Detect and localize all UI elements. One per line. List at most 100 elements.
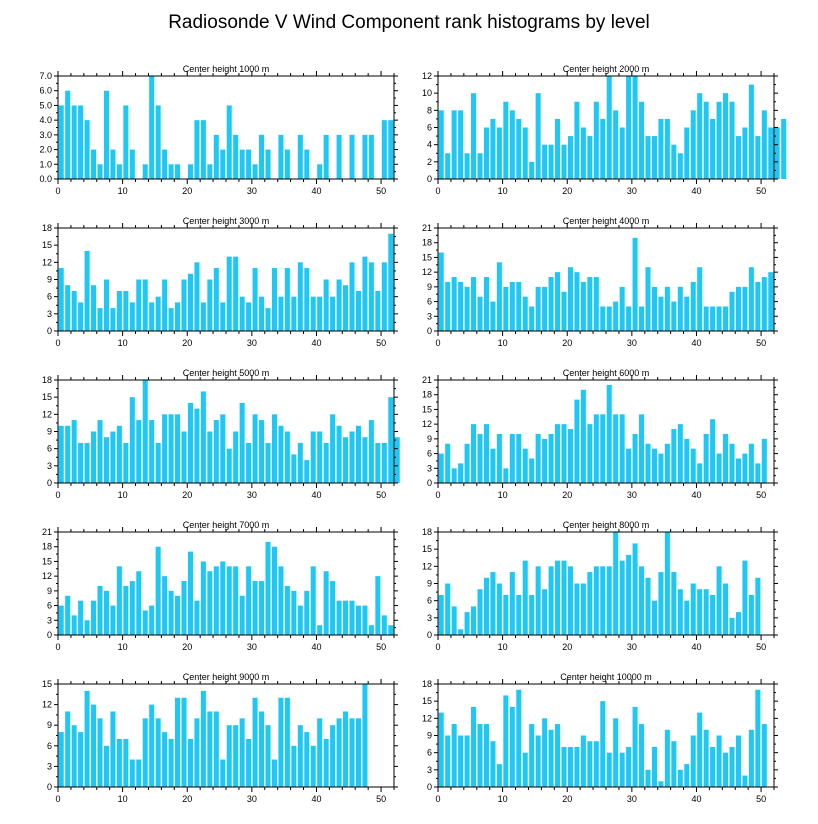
- histogram-bar: [516, 281, 522, 331]
- y-tick-label: 15: [42, 392, 52, 402]
- histogram-bar: [336, 718, 342, 787]
- histogram-bar: [567, 429, 573, 483]
- histogram-bar: [58, 105, 64, 179]
- histogram-bar: [84, 620, 90, 635]
- histogram-bar: [451, 606, 457, 635]
- histogram-bar: [368, 262, 374, 331]
- histogram-bar: [561, 291, 567, 331]
- histogram-bar: [658, 453, 664, 483]
- histogram-bar: [516, 689, 522, 787]
- histogram-bar: [645, 577, 651, 635]
- y-tick-label: 2: [427, 157, 432, 167]
- histogram-bar: [606, 384, 612, 483]
- histogram-bar: [291, 454, 297, 483]
- histogram-bar: [194, 718, 200, 787]
- histogram-bar: [368, 134, 374, 179]
- histogram-bar: [639, 724, 645, 787]
- histogram-bar: [677, 589, 683, 635]
- histogram-bar: [477, 433, 483, 483]
- histogram-bar: [284, 697, 290, 787]
- histogram-bar: [84, 442, 90, 483]
- histogram-bar: [477, 724, 483, 787]
- histogram-bar: [716, 453, 722, 483]
- histogram-bar: [278, 425, 284, 483]
- histogram-bar: [496, 262, 502, 331]
- x-tick-label: 10: [118, 642, 128, 652]
- x-tick-label: 0: [55, 642, 60, 652]
- x-tick-label: 50: [376, 642, 386, 652]
- histogram-panel: Center height 9000 m 0 3 6 9 12 15 0 10 20 30 40 50: [42, 672, 398, 804]
- histogram-bar: [490, 572, 496, 635]
- histogram-bar: [723, 433, 729, 483]
- histogram-bar: [233, 566, 239, 635]
- histogram-bar: [317, 625, 323, 635]
- histogram-bar: [155, 296, 161, 331]
- x-tick-label: 20: [182, 490, 192, 500]
- histogram-bar: [116, 566, 122, 635]
- histogram-bar: [304, 590, 310, 635]
- histogram-bar: [65, 711, 71, 787]
- y-tick-label: 0: [47, 782, 52, 792]
- histogram-bar: [451, 468, 457, 483]
- histogram-bar: [742, 127, 748, 179]
- histogram-bar: [323, 279, 329, 331]
- x-tick-label: 50: [756, 490, 766, 500]
- x-tick-label: 20: [562, 490, 572, 500]
- histogram-bar: [755, 463, 761, 483]
- histogram-bar: [91, 704, 97, 787]
- histogram-bar: [509, 433, 515, 483]
- histogram-bar: [574, 101, 580, 179]
- histogram-bar: [593, 101, 599, 179]
- x-tick-label: 40: [311, 490, 321, 500]
- histogram-bar: [343, 285, 349, 331]
- histogram-bar: [445, 281, 451, 331]
- histogram-panel: Center height 4000 m 0 3 6 9 12 15 18 21 0 10 20 30 4…: [422, 216, 778, 348]
- histogram-bar: [200, 120, 206, 179]
- histogram-bar: [496, 127, 502, 179]
- y-tick-label: 3: [47, 615, 52, 625]
- histogram-bar: [690, 110, 696, 179]
- figure-title: Radiosonde V Wind Component rank histogr…: [168, 12, 650, 33]
- y-tick-label: 6: [47, 292, 52, 302]
- histogram-bar: [239, 149, 245, 179]
- histogram-bar: [239, 296, 245, 331]
- histogram-bar: [626, 306, 632, 331]
- histogram-bar: [297, 442, 303, 483]
- histogram-bar: [265, 541, 271, 635]
- histogram-bar: [181, 581, 187, 635]
- histogram-bar: [658, 572, 664, 635]
- histogram-bar: [349, 134, 355, 179]
- panel-title: Center height 5000 m: [183, 368, 270, 378]
- y-tick-label: 10: [422, 88, 432, 98]
- histogram-bar: [619, 127, 625, 179]
- histogram-bar: [516, 433, 522, 483]
- histogram-bar: [471, 606, 477, 635]
- panel-title: Center height 1000 m: [183, 64, 270, 74]
- y-tick-label: 4: [427, 140, 432, 150]
- histogram-bar: [291, 745, 297, 787]
- x-tick-label: 30: [627, 490, 637, 500]
- histogram-bar: [355, 718, 361, 787]
- histogram-panel: Center height 3000 m 0 3 6 9 12 15 18 0 10 20 30 40 5…: [42, 216, 398, 348]
- histogram-bar: [535, 93, 541, 179]
- y-tick-label: 2.0: [39, 145, 52, 155]
- histogram-bar: [697, 93, 703, 179]
- histogram-bar: [123, 738, 129, 787]
- histogram-bar: [116, 738, 122, 787]
- histogram-bar: [207, 431, 213, 483]
- histogram-bar: [149, 76, 155, 179]
- histogram-bar: [483, 724, 489, 787]
- y-tick-label: 21: [42, 527, 52, 537]
- histogram-bar: [207, 571, 213, 635]
- histogram-bar: [697, 589, 703, 635]
- histogram-bar: [175, 164, 181, 179]
- histogram-bar: [735, 286, 741, 331]
- histogram-bar: [355, 290, 361, 331]
- histogram-bar: [343, 711, 349, 787]
- histogram-bar: [613, 414, 619, 483]
- histogram-bar: [542, 718, 548, 787]
- histogram-bar: [149, 605, 155, 635]
- x-tick-label: 40: [311, 186, 321, 196]
- histogram-bar: [323, 571, 329, 635]
